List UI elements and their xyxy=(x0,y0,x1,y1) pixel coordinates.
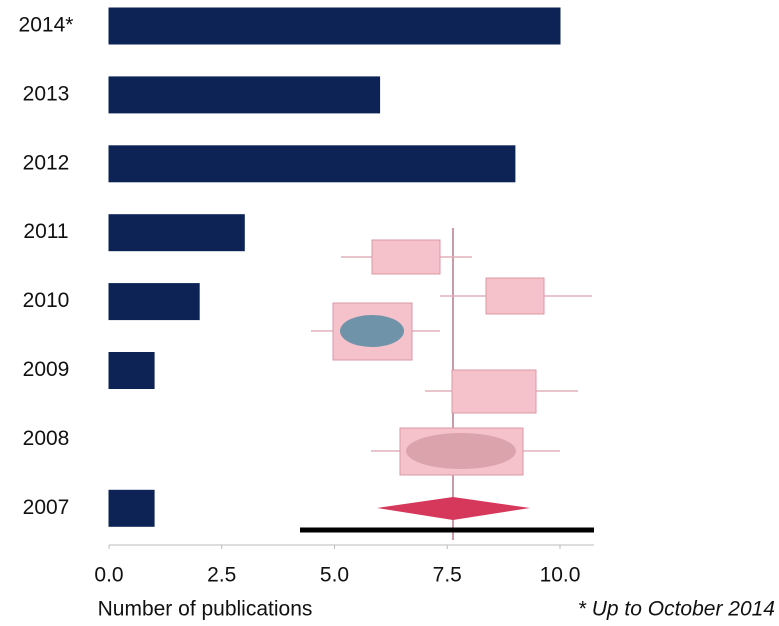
bar xyxy=(109,77,380,113)
y-tick-label: 2008 xyxy=(23,427,70,450)
x-tick-label: 0.0 xyxy=(94,564,123,587)
annotation: * Up to October 2014 xyxy=(578,598,775,621)
y-tick-label: 2007 xyxy=(23,496,70,519)
x-axis-label: Number of publications xyxy=(98,598,313,621)
y-tick-label: 2010 xyxy=(23,289,70,312)
bar xyxy=(109,284,199,320)
bar xyxy=(109,8,560,44)
bar xyxy=(109,215,244,251)
bar xyxy=(109,490,154,526)
y-tick-label: 2014* xyxy=(19,14,74,37)
y-tick-label: 2013 xyxy=(23,82,70,105)
x-tick-label: 7.5 xyxy=(433,564,462,587)
bar xyxy=(109,353,154,389)
x-tick-label: 5.0 xyxy=(320,564,349,587)
chart: Number of publications * Up to October 2… xyxy=(0,0,779,626)
bar xyxy=(109,146,515,182)
x-tick-label: 10.0 xyxy=(540,564,581,587)
x-tick-label: 2.5 xyxy=(207,564,236,587)
decoration xyxy=(300,228,594,540)
y-tick-label: 2009 xyxy=(23,358,70,381)
y-tick-label: 2012 xyxy=(23,151,70,174)
y-tick-label: 2011 xyxy=(23,220,68,243)
